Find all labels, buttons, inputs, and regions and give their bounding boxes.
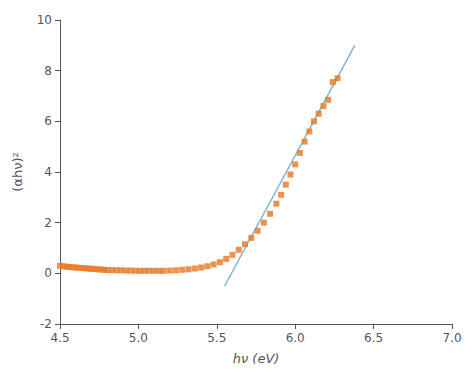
svg-text:5.5: 5.5: [207, 331, 226, 345]
svg-text:6.0: 6.0: [286, 331, 305, 345]
svg-text:6: 6: [44, 114, 52, 128]
svg-text:4.5: 4.5: [50, 331, 69, 345]
svg-text:2: 2: [44, 216, 52, 230]
svg-text:7.0: 7.0: [442, 331, 461, 345]
svg-text:4: 4: [44, 165, 52, 179]
svg-text:5.0: 5.0: [129, 331, 148, 345]
svg-text:(αhν)²: (αhν)²: [10, 152, 25, 191]
svg-text:-2: -2: [40, 317, 52, 331]
svg-text:10: 10: [37, 13, 52, 27]
svg-text:hν (eV): hν (eV): [233, 351, 280, 366]
svg-text:6.5: 6.5: [364, 331, 383, 345]
svg-text:0: 0: [44, 266, 52, 280]
svg-text:8: 8: [44, 64, 52, 78]
